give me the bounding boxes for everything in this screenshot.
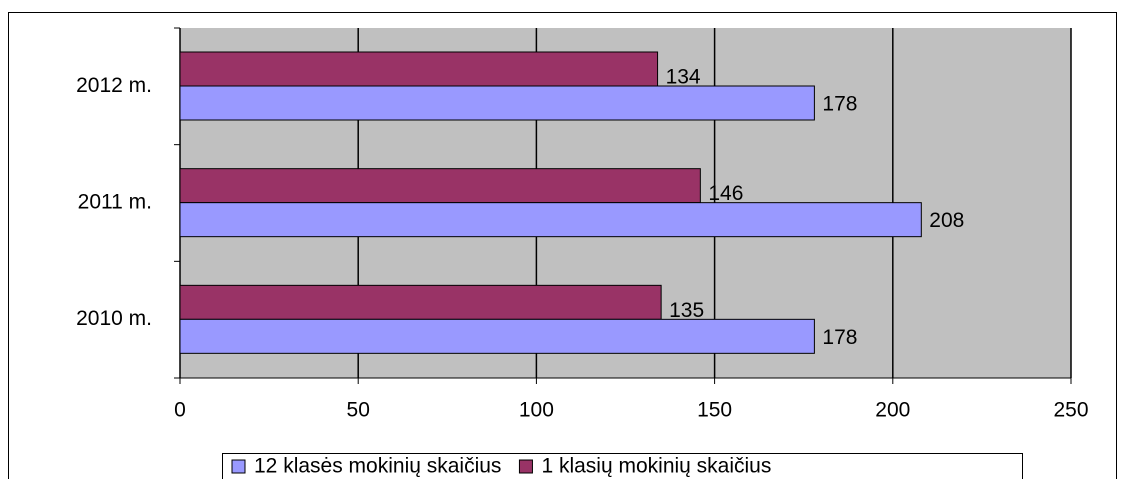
bar	[179, 51, 659, 87]
x-tick-label: 250	[1053, 399, 1088, 422]
legend-swatch	[231, 459, 246, 474]
legend-box	[222, 453, 1023, 479]
legend-swatch	[518, 459, 533, 474]
data-label: 178	[822, 326, 857, 349]
data-label: 134	[666, 66, 701, 89]
x-tick-label: 50	[347, 399, 370, 422]
x-tick-label: 0	[174, 399, 186, 422]
y-tick-label: 2012 m.	[76, 74, 152, 97]
legend: 12 klasės mokinių skaičius 1 klasių mokin…	[222, 453, 1023, 479]
y-tick-label: 2011 m.	[78, 191, 152, 214]
bar	[179, 318, 815, 354]
legend-label: 1 klasių mokinių skaičius	[541, 455, 771, 478]
y-tick-label: 2010 m.	[76, 307, 152, 330]
data-label: 135	[669, 299, 704, 322]
x-tick-label: 100	[519, 399, 554, 422]
legend-label: 12 klasės mokinių skaičius	[254, 455, 501, 478]
data-label: 208	[929, 209, 964, 232]
bar	[179, 168, 701, 204]
bar	[179, 202, 922, 238]
data-label: 146	[708, 182, 743, 205]
bar	[179, 85, 815, 121]
x-tick-label: 200	[875, 399, 910, 422]
bar	[179, 284, 662, 320]
data-label: 178	[822, 93, 857, 116]
x-tick-label: 150	[697, 399, 732, 422]
